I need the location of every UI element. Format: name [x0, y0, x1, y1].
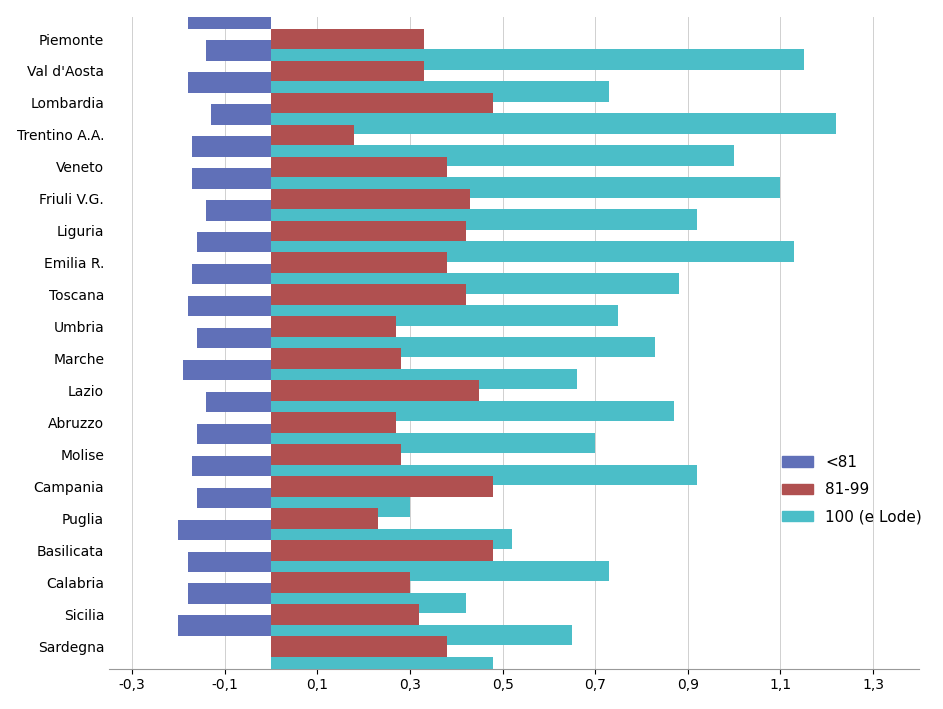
Bar [271, 61, 424, 82]
Bar [192, 456, 271, 476]
Bar [271, 177, 781, 198]
Bar [271, 125, 355, 145]
Bar [192, 136, 271, 157]
Bar [178, 520, 271, 540]
Bar [197, 424, 271, 445]
Bar [271, 82, 609, 102]
Bar [188, 296, 271, 316]
Bar [271, 593, 466, 613]
Bar [271, 252, 447, 273]
Bar [271, 284, 466, 305]
Bar [271, 445, 401, 465]
Bar [271, 412, 396, 432]
Bar [271, 497, 410, 518]
Bar [178, 615, 271, 636]
Bar [197, 488, 271, 508]
Bar [271, 508, 377, 529]
Bar [271, 157, 447, 177]
Bar [197, 232, 271, 252]
Bar [271, 93, 493, 113]
Bar [271, 572, 410, 593]
Bar [271, 348, 401, 369]
Bar [207, 391, 271, 412]
Bar [271, 561, 609, 581]
Bar [271, 273, 679, 294]
Bar [271, 305, 619, 325]
Bar [271, 401, 674, 421]
Bar [197, 328, 271, 348]
Bar [183, 359, 271, 380]
Bar [271, 189, 471, 209]
Bar [192, 168, 271, 189]
Bar [271, 241, 794, 262]
Bar [271, 529, 512, 549]
Bar [271, 145, 735, 166]
Bar [271, 540, 493, 561]
Bar [271, 220, 466, 241]
Bar [271, 657, 493, 677]
Bar [271, 316, 396, 337]
Bar [211, 104, 271, 125]
Bar [271, 604, 420, 625]
Bar [271, 29, 424, 50]
Bar [271, 636, 447, 657]
Bar [271, 369, 577, 389]
Bar [271, 209, 697, 230]
Bar [188, 552, 271, 572]
Bar [271, 337, 655, 357]
Bar [207, 40, 271, 61]
Bar [271, 625, 572, 645]
Bar [271, 476, 493, 497]
Bar [188, 584, 271, 604]
Bar [271, 432, 595, 453]
Bar [271, 380, 479, 401]
Bar [271, 50, 803, 70]
Bar [271, 465, 697, 485]
Bar [188, 9, 271, 29]
Bar [188, 72, 271, 93]
Bar [271, 113, 836, 134]
Legend: <81, 81-99, 100 (e Lode): <81, 81-99, 100 (e Lode) [776, 449, 928, 530]
Bar [192, 264, 271, 284]
Bar [207, 200, 271, 220]
